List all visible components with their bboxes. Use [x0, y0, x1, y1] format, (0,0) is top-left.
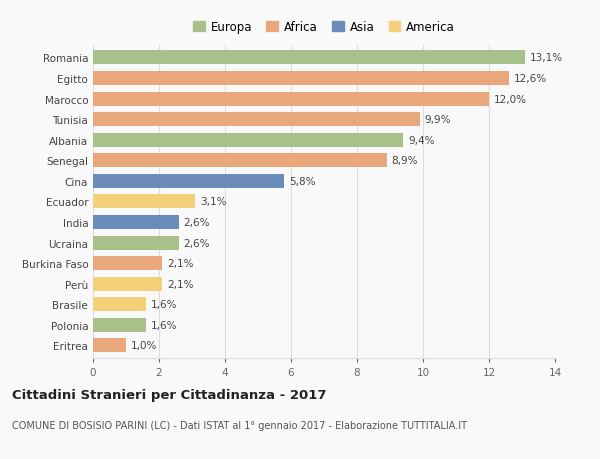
Text: Cittadini Stranieri per Cittadinanza - 2017: Cittadini Stranieri per Cittadinanza - 2… [12, 388, 326, 401]
Bar [93, 72, 509, 86]
Bar [93, 134, 403, 147]
Text: 12,0%: 12,0% [494, 94, 527, 104]
Bar [93, 154, 387, 168]
Bar [93, 92, 489, 106]
Text: 1,0%: 1,0% [131, 341, 157, 351]
Text: 3,1%: 3,1% [200, 197, 227, 207]
Bar [93, 51, 526, 65]
Text: 2,1%: 2,1% [167, 258, 194, 269]
Text: 1,6%: 1,6% [151, 300, 177, 310]
Bar [93, 339, 126, 353]
Text: COMUNE DI BOSISIO PARINI (LC) - Dati ISTAT al 1° gennaio 2017 - Elaborazione TUT: COMUNE DI BOSISIO PARINI (LC) - Dati IST… [12, 420, 467, 430]
Bar [93, 174, 284, 188]
Bar [93, 113, 420, 127]
Text: 1,6%: 1,6% [151, 320, 177, 330]
Text: 8,9%: 8,9% [392, 156, 418, 166]
Text: 2,1%: 2,1% [167, 279, 194, 289]
Bar [93, 318, 146, 332]
Bar [93, 277, 162, 291]
Text: 5,8%: 5,8% [289, 176, 316, 186]
Text: 9,4%: 9,4% [408, 135, 434, 146]
Text: 13,1%: 13,1% [530, 53, 563, 63]
Bar [93, 216, 179, 230]
Text: 12,6%: 12,6% [514, 74, 547, 84]
Text: 2,6%: 2,6% [184, 238, 210, 248]
Text: 9,9%: 9,9% [425, 115, 451, 125]
Text: 2,6%: 2,6% [184, 218, 210, 228]
Bar [93, 236, 179, 250]
Legend: Europa, Africa, Asia, America: Europa, Africa, Asia, America [193, 21, 455, 34]
Bar [93, 257, 162, 270]
Bar [93, 297, 146, 312]
Bar [93, 195, 196, 209]
